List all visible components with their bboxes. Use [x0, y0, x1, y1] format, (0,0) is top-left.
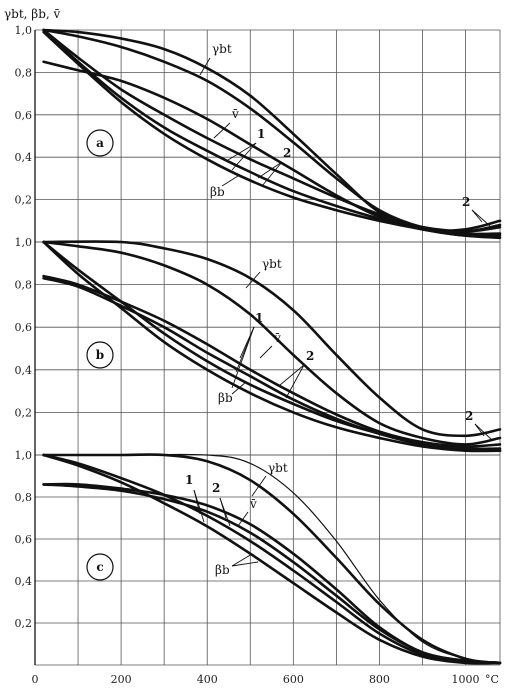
series-label-beta-b: βb: [215, 563, 230, 577]
y-tick-label: 0,8: [15, 279, 33, 292]
curve-b-2: [42, 240, 502, 446]
curve-number-1: 1: [257, 127, 265, 141]
y-tick-label: 0,4: [15, 575, 33, 588]
leader-line: [474, 423, 493, 441]
leader-line: [245, 271, 261, 289]
y-tick-label: 0,2: [15, 617, 33, 630]
y-tick-label: 0,6: [15, 533, 33, 546]
leader-line: [261, 161, 283, 187]
x-tick-label: 1000: [452, 673, 480, 686]
x-tick-label: 0: [32, 673, 39, 686]
leader-line: [259, 345, 273, 359]
leader-line: [227, 142, 257, 161]
panel-label-b: b: [96, 348, 104, 362]
curve-a-5: [42, 28, 502, 238]
series-label-beta-b: βb: [218, 391, 233, 405]
panel-label-c-circle: [86, 553, 114, 581]
x-tick-label: 400: [197, 673, 218, 686]
y-tick-label: 1,0: [15, 449, 33, 462]
leader-line: [193, 489, 205, 523]
curve-c-3: [42, 482, 502, 665]
series-label-v: v̄: [231, 107, 239, 121]
curve-c-1: [43, 453, 501, 664]
leader-line: [213, 122, 231, 139]
series-label-gamma-bt: γbt: [212, 42, 232, 56]
leader-line: [219, 497, 231, 527]
y-tick-label: 0,8: [15, 491, 33, 504]
annotations: a γbt v̄ 1 2 βb 2 b γbt 1 v̄ 2 βb 2 c γbt 1 2 v̄ βb: [86, 42, 493, 581]
curve-number-2: 2: [212, 481, 220, 495]
curve-c-4: [42, 483, 502, 665]
panel-label-b-circle: [86, 341, 114, 369]
grid: [34, 29, 501, 666]
leader-line: [237, 511, 249, 527]
series-label-v: v̄: [273, 331, 281, 345]
y-tick-label: 1,0: [15, 236, 33, 249]
panel-label-c: c: [96, 560, 103, 574]
series-label-gamma-bt: γbt: [262, 257, 282, 271]
x-unit-label: °C: [485, 673, 499, 686]
curve-number-2: 2: [283, 146, 291, 160]
leader-line: [231, 142, 257, 171]
y-tick-labels: 0,2 0,4 0,6 0,8 1,0 0,2 0,4 0,6 0,8 1,0 0,2 0,4 0,6 0…: [15, 24, 33, 630]
curve-c-2: [42, 453, 502, 665]
leader-line: [231, 381, 247, 395]
curve-number-2-right: 2: [465, 409, 473, 423]
curve-number-1: 1: [185, 473, 193, 487]
series-label-gamma-bt: γbt: [268, 461, 288, 475]
curve-number-2-right: 2: [462, 195, 470, 209]
y-tick-label: 1,0: [15, 24, 33, 37]
leader-line: [231, 553, 253, 567]
leader-line: [221, 175, 239, 187]
curve-b-1: [42, 240, 502, 438]
leader-line: [285, 364, 305, 399]
y-tick-label: 0,6: [15, 321, 33, 334]
x-tick-label: 800: [369, 673, 390, 686]
curve-c-6: [42, 453, 502, 665]
curve-c-5: [42, 453, 502, 665]
curve-number-2: 2: [306, 349, 314, 363]
y-tick-label: 0,4: [15, 364, 33, 377]
y-tick-label: 0,2: [15, 406, 33, 419]
series-label-v: v̄: [249, 497, 257, 511]
curve-a-2: [42, 28, 502, 233]
curves: [42, 28, 502, 665]
panel-label-a: a: [96, 136, 104, 150]
curve-a-1: [42, 28, 502, 233]
leader-line: [279, 364, 305, 386]
y-tick-label: 0,8: [15, 66, 33, 79]
curve-b-4: [42, 276, 502, 451]
curve-number-1: 1: [255, 311, 263, 325]
x-tick-label: 200: [111, 673, 132, 686]
curve-b-6: [42, 240, 502, 453]
y-axis-label: γbt, βb, v̄: [4, 7, 61, 21]
series-label-beta-b: βb: [210, 185, 225, 199]
leader-line: [471, 209, 491, 227]
y-tick-label: 0,4: [15, 151, 33, 164]
curve-b-5: [42, 240, 502, 452]
x-tick-label: 600: [283, 673, 304, 686]
leader-line: [257, 161, 283, 179]
x-tick-labels: 0 200 400 600 800 1000 °C: [32, 673, 499, 686]
panel-label-a-circle: [86, 129, 114, 157]
leader-line: [231, 326, 255, 389]
curve-a-4: [42, 28, 502, 236]
y-tick-label: 0,2: [15, 194, 33, 207]
leader-line: [199, 57, 211, 76]
leader-line: [231, 561, 259, 567]
curve-a-6: [42, 30, 502, 240]
y-tick-label: 0,6: [15, 109, 33, 122]
leader-line: [251, 475, 267, 497]
